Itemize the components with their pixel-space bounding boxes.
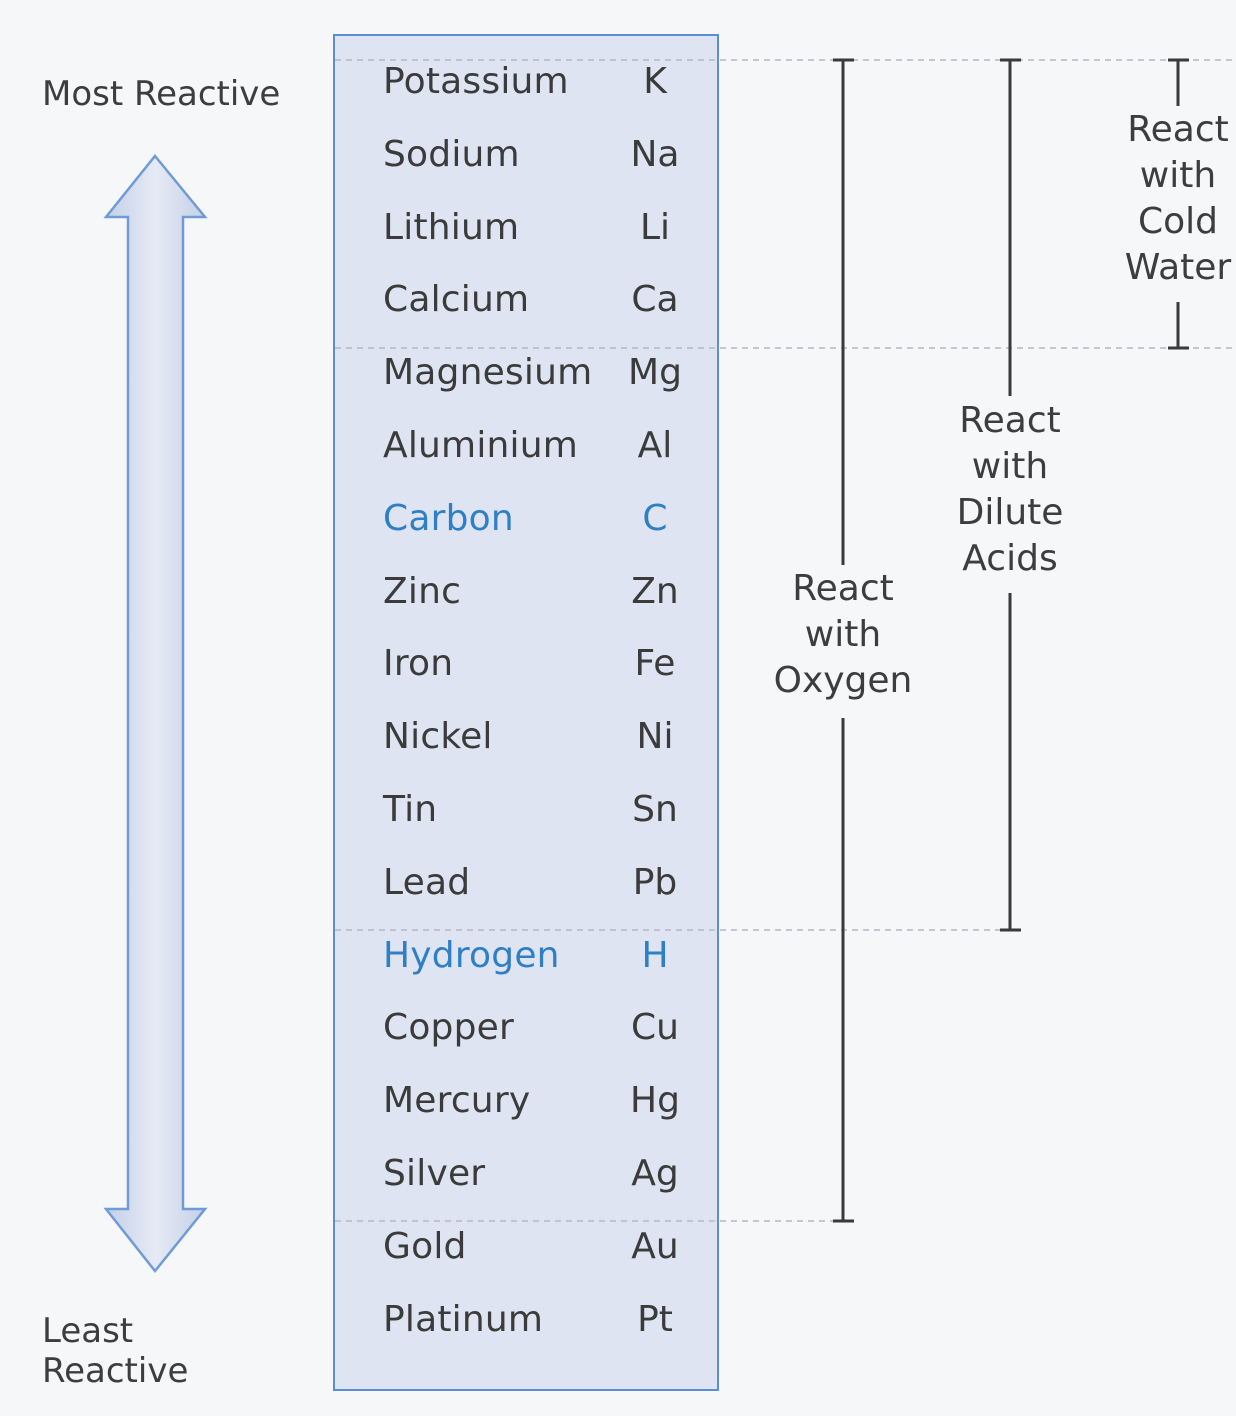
reactivity-series-table: Potassium K Sodium Na Lithium Li Calcium Ca Magn… [333,34,719,1391]
metal-row: Silver Ag [335,1138,717,1211]
metal-name: Sodium [383,133,520,175]
least-reactive-label: Least Reactive [42,1311,189,1391]
metal-row: Potassium K [335,46,717,119]
metal-row: Lead Pb [335,847,717,920]
metal-row: Lithium Li [335,192,717,265]
metal-symbol: H [641,934,669,976]
metal-name: Iron [383,643,454,685]
metal-symbol: Pb [632,861,678,903]
metal-symbol: Ca [631,279,679,321]
metal-name: Zinc [383,570,462,612]
metal-row: Iron Fe [335,628,717,701]
metal-name: Mercury [383,1080,531,1122]
metal-row: Copper Cu [335,992,717,1065]
metal-symbol: Mg [628,352,682,394]
metal-symbol: Sn [632,789,678,830]
metal-row: Magnesium Mg [335,337,717,410]
metal-row: Zinc Zn [335,556,717,629]
metal-symbol: C [642,497,668,539]
metal-symbol: Al [637,425,673,466]
metal-row: Hydrogen H [335,920,717,993]
metal-name: Hydrogen [383,934,560,976]
metal-name: Tin [383,789,438,830]
metal-symbol: Fe [634,643,676,685]
cold-water-label: React with Cold Water [1122,107,1234,291]
metal-symbol: Ni [636,716,674,758]
metal-symbol: Zn [631,570,679,612]
metal-symbol: Li [639,206,671,248]
metal-row: Aluminium Al [335,410,717,483]
metal-name: Copper [383,1007,515,1049]
metal-name: Platinum [383,1298,544,1340]
metal-name: Gold [383,1225,467,1267]
metal-name: Lithium [383,206,520,248]
metal-symbol: Ag [631,1153,679,1194]
metal-name: Silver [383,1153,486,1194]
metal-row: Sodium Na [335,119,717,192]
metal-name: Carbon [383,497,514,539]
metal-name: Nickel [383,716,493,758]
metal-row: Nickel Ni [335,701,717,774]
oxygen-label: React with Oxygen [770,566,916,704]
metal-name: Aluminium [383,425,579,466]
metal-symbol: Au [631,1225,679,1267]
metal-symbol: Cu [631,1007,679,1049]
metal-row: Tin Sn [335,774,717,847]
most-reactive-label: Most Reactive [42,74,281,114]
metal-symbol: Na [630,133,680,175]
metal-name: Calcium [383,279,530,321]
metal-row: Gold Au [335,1211,717,1284]
metal-symbol: K [643,61,667,102]
metal-name: Potassium [383,61,569,102]
metal-symbol: Hg [630,1080,680,1122]
metal-row: Carbon C [335,483,717,556]
metal-name: Lead [383,861,471,903]
metal-symbol: Pt [637,1298,673,1340]
dilute-acids-label: React with Dilute Acids [948,398,1072,582]
metal-row: Mercury Hg [335,1065,717,1138]
metal-row: Platinum Pt [335,1284,717,1357]
metal-name: Magnesium [383,352,593,394]
metal-row: Calcium Ca [335,264,717,337]
